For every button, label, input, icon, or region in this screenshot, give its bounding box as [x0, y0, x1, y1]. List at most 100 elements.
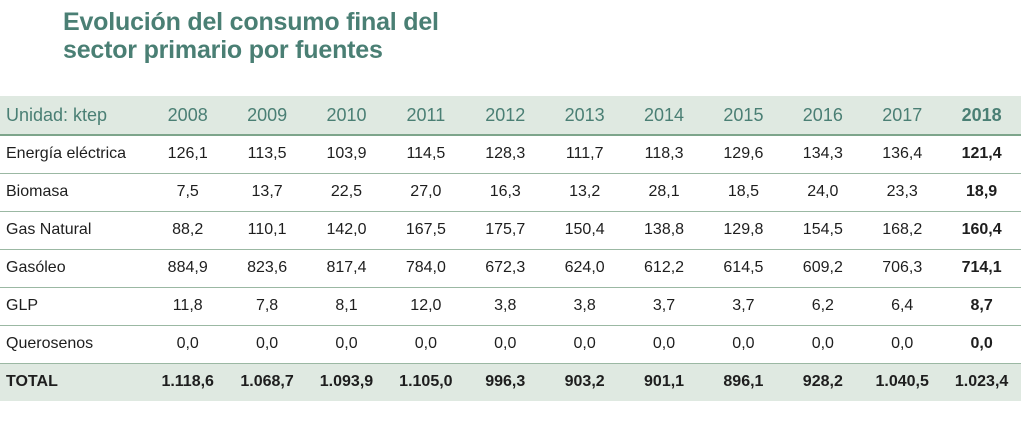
table-cell: 3,8	[494, 297, 517, 314]
table-cell: 129,8	[723, 221, 764, 238]
table-cell: 154,5	[802, 221, 843, 238]
row-label: TOTAL	[6, 373, 58, 391]
title-line-2: sector primario por fuentes	[63, 36, 383, 64]
column-header-year: 2009	[247, 104, 288, 125]
table-cell: 7,5	[176, 183, 199, 200]
table-cell: 0,0	[176, 335, 199, 352]
table-cell: 114,5	[406, 145, 446, 163]
table-cell: 175,7	[485, 221, 526, 238]
table-row: Gasóleo 884,9 823,6 817,4 784,0 672,3 624,0 612…	[0, 249, 1021, 287]
table-cell: 168,2	[882, 221, 923, 238]
table-cell: 1.105,0	[399, 373, 453, 391]
table-cell: 1.040,5	[875, 373, 929, 391]
column-header-year: 2018	[961, 104, 1002, 125]
table-cell: 8,7	[970, 297, 993, 314]
row-label: Energía eléctrica	[6, 145, 127, 163]
table-cell: 3,7	[732, 297, 755, 314]
row-label: Gasóleo	[6, 259, 66, 276]
table-cell: 784,0	[405, 259, 446, 276]
table-cell: 706,3	[882, 259, 923, 276]
table-cell: 18,5	[727, 183, 759, 200]
table-cell: 0,0	[652, 335, 676, 352]
table-cell: 6,2	[811, 297, 834, 314]
table-cell: 134,3	[802, 145, 843, 163]
table-row: Energía eléctrica 126,1 113,5 103,9 114,5 128…	[0, 135, 1021, 173]
table-row: GLP 11,8 7,8 8,1 12,0 3,8 3,8 3,7 3,7 6,2 6,4 8,7	[0, 287, 1021, 325]
table-cell: 13,7	[251, 183, 283, 200]
table-cell: 0,0	[414, 335, 437, 352]
title-line-1: Evolución del consumo final del	[63, 8, 439, 36]
table-cell: 624,0	[564, 259, 605, 276]
table-cell: 126,1	[167, 145, 208, 163]
table-cell: 614,5	[723, 259, 764, 276]
table-cell: 160,4	[961, 221, 1002, 238]
table-cell: 121,4	[961, 145, 1002, 163]
page-title: Evolución del consumo final del sector p…	[63, 8, 439, 64]
table-cell: 27,0	[410, 183, 442, 200]
column-header-year: 2008	[167, 104, 208, 125]
total-row: TOTAL 1.118,6 1.068,7 1.093,9 1.105,0 996,3 90…	[0, 363, 1021, 401]
column-header-year: 2016	[802, 104, 843, 125]
table-cell: 884,9	[167, 259, 208, 276]
table-cell: 118,3	[644, 145, 684, 163]
table-cell: 0,0	[891, 335, 914, 352]
table-cell: 8,1	[335, 297, 358, 314]
table-cell: 0,0	[811, 335, 834, 352]
column-header-year: 2013	[564, 104, 605, 125]
column-header-year: 2014	[644, 104, 685, 125]
header-row: Unidad: ktep 2008 2009 2010 2011 2012 2013 201…	[0, 96, 1021, 135]
table-cell: 3,8	[573, 297, 596, 314]
table-cell: 18,9	[966, 183, 998, 200]
table-cell: 714,1	[961, 259, 1002, 276]
table-cell: 0,0	[335, 335, 358, 352]
row-label: Gas Natural	[6, 221, 92, 238]
table-cell: 138,8	[644, 221, 685, 238]
consumption-table: Unidad: ktep 2008 2009 2010 2011 2012 2013 201…	[0, 96, 1021, 401]
table-cell: 113,5	[247, 145, 287, 163]
table-cell: 13,2	[569, 183, 601, 200]
table-cell: 24,0	[807, 183, 839, 200]
table-cell: 12,0	[410, 297, 442, 314]
table-row: Querosenos 0,0 0,0 0,0 0,0 0,0 0,0 0,0 0,0 0,0 0,0…	[0, 325, 1021, 363]
table-cell: 136,4	[882, 145, 923, 163]
table-cell: 0,0	[732, 335, 755, 352]
table-cell: 612,2	[644, 259, 685, 276]
row-label: Biomasa	[6, 183, 69, 200]
column-header-year: 2010	[326, 104, 367, 125]
table-cell: 7,8	[255, 297, 279, 314]
column-header-year: 2011	[406, 104, 446, 125]
table-cell: 16,3	[489, 183, 521, 200]
table-row: Biomasa 7,5 13,7 22,5 27,0 16,3 13,2 28,1 18,5 24…	[0, 173, 1021, 211]
table-cell: 0,0	[255, 335, 279, 352]
table-cell: 150,4	[564, 221, 605, 238]
table-cell: 823,6	[247, 259, 288, 276]
table-cell: 0,0	[573, 335, 596, 352]
table-cell: 28,1	[648, 183, 680, 200]
unit-label: Unidad: ktep	[6, 104, 108, 125]
table-cell: 609,2	[802, 259, 843, 276]
table-cell: 88,2	[172, 221, 204, 238]
table-cell: 3,7	[652, 297, 676, 314]
table-cell: 103,9	[326, 145, 367, 163]
table-body: Energía eléctrica 126,1 113,5 103,9 114,5 128…	[0, 135, 1021, 401]
table-row: Gas Natural 88,2 110,1 142,0 167,5 175,7 150,4…	[0, 211, 1021, 249]
table-cell: 0,0	[970, 335, 993, 352]
table-cell: 22,5	[330, 183, 363, 200]
table-cell: 901,1	[644, 373, 685, 391]
column-header-year: 2015	[723, 104, 764, 125]
table-cell: 672,3	[485, 259, 526, 276]
table-cell: 111,7	[565, 145, 604, 163]
table-cell: 110,1	[247, 221, 287, 238]
row-label: GLP	[6, 297, 39, 314]
table-cell: 129,6	[723, 145, 764, 163]
table-cell: 23,3	[886, 183, 918, 200]
table-cell: 11,8	[172, 297, 203, 314]
table-cell: 142,0	[326, 221, 367, 238]
table-cell: 817,4	[326, 259, 367, 276]
table-cell: 1.068,7	[240, 373, 294, 391]
table-cell: 6,4	[891, 297, 914, 314]
table-cell: 928,2	[802, 373, 843, 391]
table-cell: 896,1	[723, 373, 764, 391]
table-cell: 167,5	[405, 221, 446, 238]
row-label: Querosenos	[6, 335, 94, 352]
